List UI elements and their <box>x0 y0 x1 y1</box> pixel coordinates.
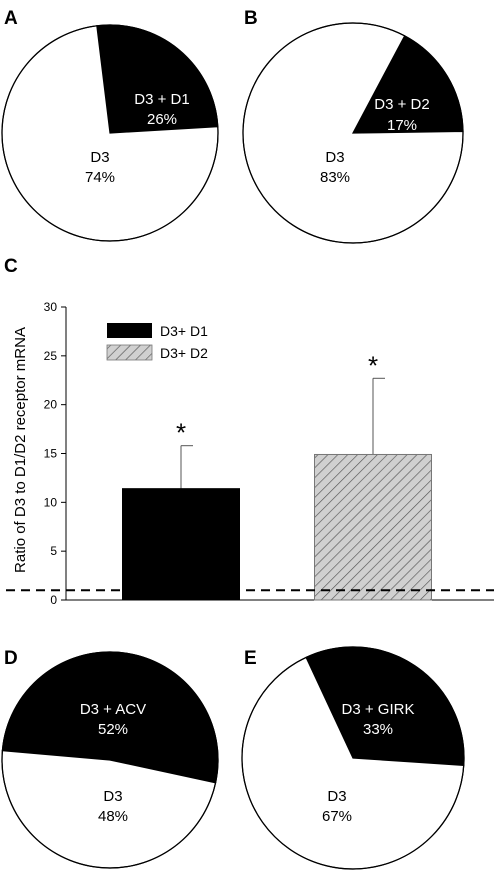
y-tick-label: 25 <box>44 349 58 363</box>
pie-d-value-d3: 48% <box>98 808 128 825</box>
pie-b-value-d3-d2: 17% <box>387 117 417 134</box>
pie-a-value-d3: 74% <box>85 169 115 186</box>
significance-marker: * <box>176 418 186 448</box>
y-tick-label: 5 <box>50 544 57 558</box>
pie-d-label-d3-acv: D3 + ACV <box>80 701 146 718</box>
y-ticks: 0 5 10 15 20 25 30 <box>44 300 66 607</box>
pie-a-label-d3: D3 <box>90 149 109 166</box>
significance-marker: * <box>368 350 378 380</box>
bar-marks: ** <box>6 350 494 601</box>
y-tick-label: 10 <box>44 495 58 509</box>
panel-letter-b: B <box>244 8 258 29</box>
pie-chart-a: D3 + D1 26% D3 74% <box>1 24 219 242</box>
y-tick-label: 30 <box>44 300 58 314</box>
pie-e-outline <box>241 646 465 870</box>
pie-b-outline <box>242 22 464 244</box>
legend-label-d3-d1: D3+ D1 <box>160 323 208 339</box>
bar-d3-d2 <box>314 453 432 601</box>
pie-a-value-d3-d1: 26% <box>147 111 177 128</box>
pie-b-value-d3: 83% <box>320 169 350 186</box>
legend-swatch-d3-d1 <box>107 323 152 338</box>
pie-d-label-d3: D3 <box>103 788 122 805</box>
legend-label-d3-d2: D3+ D2 <box>160 345 208 361</box>
pie-d-outline <box>1 651 219 869</box>
legend-swatch-d3-d2 <box>106 344 153 361</box>
legend: D3+ D1 D3+ D2 <box>106 323 208 361</box>
pie-a-outline <box>1 24 219 242</box>
pie-d-value-d3-acv: 52% <box>98 721 128 738</box>
pie-chart-d: D3 + ACV 52% D3 48% <box>1 651 219 869</box>
y-tick-label: 0 <box>50 593 57 607</box>
panel-letter-e: E <box>244 648 257 669</box>
bar-chart-c: Ratio of D3 to D1/D2 receptor mRNA 0 5 10 1… <box>6 300 494 607</box>
bar-d3-d1 <box>122 488 240 601</box>
pie-b-label-d3: D3 <box>325 149 344 166</box>
pie-chart-e: D3 + GIRK 33% D3 67% <box>241 646 465 870</box>
pie-e-value-d3-girk: 33% <box>363 721 393 738</box>
panel-letter-d: D <box>4 648 18 669</box>
y-tick-label: 20 <box>44 398 58 412</box>
pie-e-label-d3: D3 <box>327 788 346 805</box>
y-axis-title: Ratio of D3 to D1/D2 receptor mRNA <box>12 327 29 573</box>
pie-a-label-d3-d1: D3 + D1 <box>134 91 189 108</box>
pie-b-label-d3-d2: D3 + D2 <box>374 96 429 113</box>
pie-e-value-d3: 67% <box>322 808 352 825</box>
y-tick-label: 15 <box>44 447 58 461</box>
pie-chart-b: D3 + D2 17% D3 83% <box>242 22 464 244</box>
pie-e-label-d3-girk: D3 + GIRK <box>342 701 415 718</box>
panel-letter-c: C <box>4 256 18 277</box>
panel-letter-a: A <box>4 8 18 29</box>
